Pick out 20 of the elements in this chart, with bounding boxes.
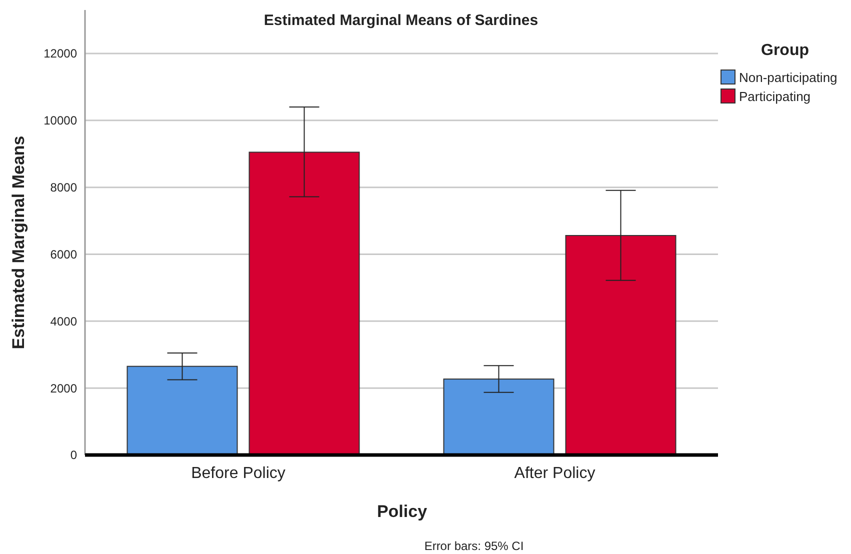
y-tick-label: 0	[70, 448, 78, 462]
x-tick-label: Before Policy	[191, 465, 286, 482]
legend-label: Non-participating	[739, 70, 838, 85]
y-tick-label: 2000	[50, 381, 78, 396]
chart-title: Estimated Marginal Means of Sardines	[264, 12, 538, 29]
bar	[565, 235, 676, 456]
bar	[443, 378, 554, 456]
y-tick-label: 8000	[50, 180, 78, 195]
y-tick-label: 6000	[50, 247, 78, 262]
y-axis-title: Estimated Marginal Means	[9, 136, 28, 350]
x-tick-label: After Policy	[514, 465, 596, 482]
legend-title: Group	[761, 42, 810, 59]
legend-label: Participating	[739, 89, 811, 104]
text: Error bars: 95% CI	[424, 539, 524, 553]
y-tick-label: 4000	[50, 314, 78, 328]
bar	[126, 366, 238, 456]
y-tick-label: 10000	[44, 114, 78, 128]
x-axis-title: Policy	[376, 502, 428, 521]
bar	[248, 152, 360, 456]
y-tick-label: 12000	[44, 46, 78, 61]
